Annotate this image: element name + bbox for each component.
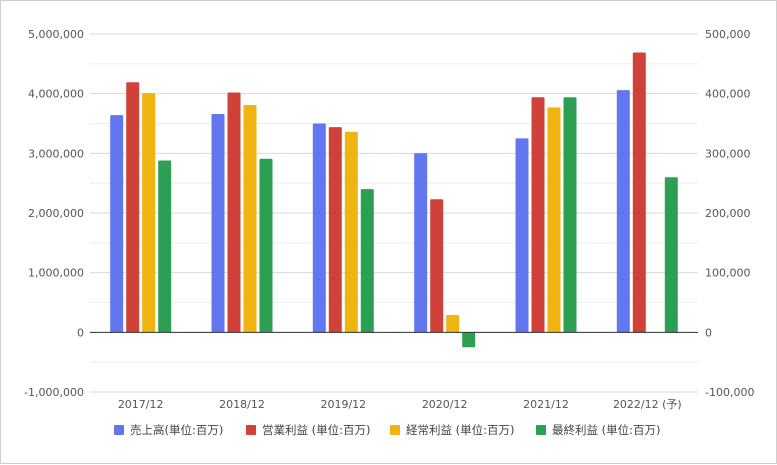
bar-series-2-4 <box>430 199 444 333</box>
y-right-tick-label: 200,000 <box>705 207 751 220</box>
x-tick-label: 2020/12 <box>422 398 468 411</box>
bar-series-3-2 <box>243 105 257 333</box>
y-right-tick-label: 100,000 <box>705 267 751 280</box>
legend-label: 営業利益 (単位:百万) <box>262 423 371 437</box>
y-right-tick-label: -100,000 <box>705 386 754 399</box>
y-left-tick-label: 5,000,000 <box>28 28 84 41</box>
y-left-tick-label: 0 <box>77 326 84 339</box>
bar-series-4-6 <box>664 177 678 333</box>
x-tick-label: 2019/12 <box>320 398 366 411</box>
bar-series-3-5 <box>547 107 561 333</box>
legend-swatch <box>246 425 256 435</box>
y-left-tick-label: 3,000,000 <box>28 147 84 160</box>
legend-swatch <box>114 425 124 435</box>
y-right-tick-label: 0 <box>705 326 712 339</box>
legend-swatch <box>390 425 400 435</box>
bar-series-4-1 <box>158 160 172 333</box>
y-right-tick-label: 300,000 <box>705 147 751 160</box>
bar-series-2-2 <box>227 92 241 333</box>
x-tick-label: 2021/12 <box>523 398 569 411</box>
y-left-tick-label: 1,000,000 <box>28 267 84 280</box>
bar-series-1-2 <box>211 114 225 333</box>
legend-swatch <box>536 425 546 435</box>
gridlines <box>90 33 698 393</box>
bar-series-4-2 <box>259 158 273 333</box>
bar-series-4-4 <box>462 332 476 348</box>
y-right-tick-label: 500,000 <box>705 28 751 41</box>
bar-series-1-3 <box>312 123 326 333</box>
legend-label: 経常利益 (単位:百万) <box>406 423 515 437</box>
x-tick-label: 2022/12 (予) <box>613 398 682 411</box>
bar-series-2-1 <box>126 82 140 333</box>
legend-label: 最終利益 (単位:百万) <box>552 423 661 437</box>
y-right-tick-label: 400,000 <box>705 88 751 101</box>
bar-series-2-3 <box>328 127 342 333</box>
y-left-tick-label: 2,000,000 <box>28 207 84 220</box>
axes: -1,000,000 0 1,000,000 2,000,000 3,000,000 4,… <box>24 28 754 411</box>
bar-series-3-3 <box>344 131 358 333</box>
legend: 売上高(単位:百万) 営業利益 (単位:百万) 経常利益 (単位:百万) 最終利益 (… <box>114 423 661 437</box>
bar-series-2-6 <box>632 52 646 333</box>
bar-series-2-5 <box>531 97 545 333</box>
bar-series-1-5 <box>515 138 529 333</box>
bar-series-4-5 <box>563 97 577 333</box>
bar-series-1-6 <box>616 90 630 333</box>
legend-label: 売上高(単位:百万) <box>130 423 223 437</box>
y-left-tick-label: -1,000,000 <box>24 386 84 399</box>
x-tick-label: 2017/12 <box>118 398 164 411</box>
bar-series-3-4 <box>446 315 460 333</box>
bar-series-1-4 <box>414 153 428 333</box>
y-left-tick-label: 4,000,000 <box>28 88 84 101</box>
x-tick-label: 2018/12 <box>219 398 265 411</box>
bar-series-4-3 <box>360 189 374 333</box>
bar-series-1-1 <box>110 115 124 333</box>
bar-series-3-1 <box>142 93 156 333</box>
bars <box>110 52 678 348</box>
